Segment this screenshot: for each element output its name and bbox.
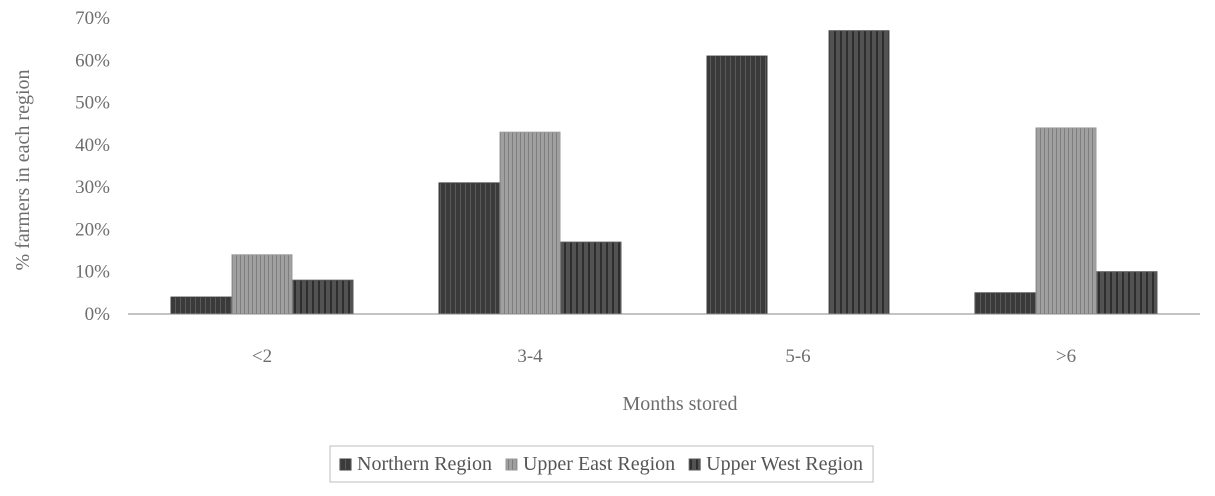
bar-northern-region-2 (170, 296, 232, 315)
bar-upper-east-region-3-4 (499, 131, 561, 315)
x-category-label: >6 (1056, 346, 1076, 367)
y-tick-label: 0% (85, 304, 111, 325)
x-category-label: <2 (252, 346, 272, 367)
y-tick-label: 70% (75, 8, 110, 29)
y-tick-label: 50% (75, 93, 110, 114)
bar-northern-region-5-6 (706, 55, 768, 315)
y-axis-title: % farmers in each region (12, 69, 34, 270)
legend: Northern Region Upper East Region Upper We… (329, 445, 874, 483)
y-tick-label: 40% (75, 135, 110, 156)
bar-northern-region-6 (974, 292, 1036, 315)
legend-swatch-upper-east-region (505, 458, 518, 471)
legend-label-upper-east-region: Upper East Region (523, 453, 675, 475)
y-tick-label: 60% (75, 50, 110, 71)
bar-upper-west-region-3-4 (560, 241, 622, 315)
bar-upper-west-region-6 (1096, 271, 1158, 315)
bar-upper-east-region-2 (231, 254, 293, 315)
x-category-label: 5-6 (785, 346, 810, 367)
legend-swatch-northern-region (339, 458, 352, 471)
bar-upper-west-region-2 (292, 279, 354, 315)
y-tick-label: 30% (75, 177, 110, 198)
y-axis-ticks: 0% 10% 20% 30% 40% 50% 60% 70% (75, 8, 110, 325)
bar-upper-west-region-5-6 (828, 30, 890, 315)
legend-label-northern-region: Northern Region (357, 453, 492, 475)
bar-northern-region-3-4 (438, 182, 500, 315)
bar-upper-east-region-6 (1035, 127, 1097, 315)
bars (170, 30, 1158, 315)
y-tick-label: 20% (75, 219, 110, 240)
x-axis-title: Months stored (623, 393, 738, 415)
legend-box (329, 445, 874, 483)
x-axis-category-labels: <2 3-4 5-6 >6 (252, 346, 1076, 367)
y-tick-label: 10% (75, 262, 110, 283)
x-category-label: 3-4 (517, 346, 543, 367)
legend-label-upper-west-region: Upper West Region (706, 453, 863, 475)
legend-swatch-upper-west-region (688, 458, 701, 471)
